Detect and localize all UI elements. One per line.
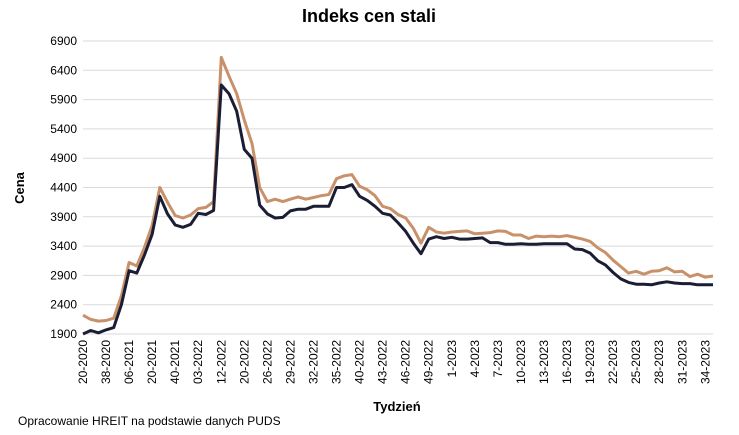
y-tick-label: 3400 [50, 239, 77, 253]
x-tick-label: 43-2022 [376, 340, 390, 384]
x-tick-label: 25-2023 [629, 340, 643, 384]
x-tick-label: 03-2022 [191, 340, 205, 384]
x-tick-label: 06-2021 [122, 340, 136, 384]
x-tick-label: 16-2023 [560, 340, 574, 384]
y-tick-label: 4900 [50, 151, 77, 165]
y-tick-label: 6900 [50, 34, 77, 48]
x-tick-label: 1-2023 [445, 340, 459, 378]
x-tick-label: 10-2023 [514, 340, 528, 384]
x-tick-label: 19-2023 [583, 340, 597, 384]
x-tick-label: 20-2021 [145, 340, 159, 384]
x-tick-label: 28-2023 [652, 340, 666, 384]
x-tick-label: 40-2021 [168, 340, 182, 384]
y-tick-label: 2400 [50, 298, 77, 312]
x-tick-label: 20-2022 [237, 340, 251, 384]
x-tick-label: 26-2022 [260, 340, 274, 384]
y-tick-label: 4400 [50, 181, 77, 195]
x-tick-label: 31-2023 [675, 340, 689, 384]
x-tick-label: 12-2022 [214, 340, 228, 384]
y-tick-label: 3900 [50, 210, 77, 224]
x-tick-label: 35-2022 [330, 340, 344, 384]
x-tick-label: 4-2023 [468, 340, 482, 378]
y-tick-label: 5400 [50, 122, 77, 136]
x-tick-label: 20-2020 [76, 340, 90, 384]
series-line [82, 55, 714, 323]
footnote: Opracowanie HREIT na podstawie danych PU… [18, 414, 281, 428]
x-tick-label: 40-2022 [353, 340, 367, 384]
chart-title: Indeks cen stali [302, 6, 436, 26]
x-tick-label: 29-2022 [283, 340, 297, 384]
y-tick-label: 6400 [50, 63, 77, 77]
y-tick-label: 5900 [50, 93, 77, 107]
x-tick-label: 49-2022 [422, 340, 436, 384]
x-tick-label: 46-2022 [399, 340, 413, 384]
x-tick-label: 38-2020 [99, 340, 113, 384]
y-axis-label: Cena [12, 171, 27, 204]
series-line [82, 83, 713, 336]
x-tick-label: 32-2022 [306, 340, 320, 384]
y-tick-label: 2900 [50, 268, 77, 282]
y-tick-label: 1900 [50, 327, 77, 341]
x-tick-label: 13-2023 [537, 340, 551, 384]
x-axis-label: Tydzień [373, 399, 420, 414]
x-tick-label: 7-2023 [491, 340, 505, 378]
x-tick-label: 22-2023 [606, 340, 620, 384]
x-tick-label: 34-2023 [698, 340, 712, 384]
